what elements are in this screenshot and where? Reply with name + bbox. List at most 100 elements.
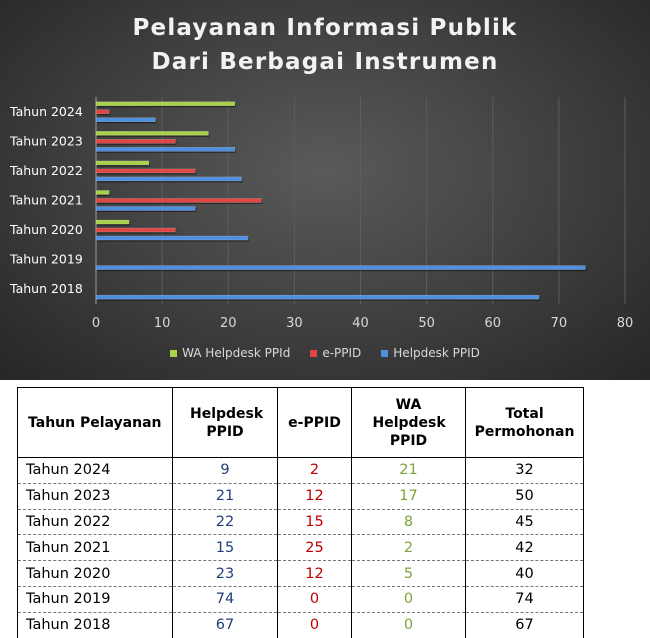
cell-year: Tahun 2024	[17, 457, 173, 484]
bar-helpdesk-ppid	[95, 176, 242, 182]
cell-wa: 17	[351, 483, 466, 510]
cell-helpdesk: 21	[172, 483, 278, 510]
cell-year: Tahun 2019	[17, 586, 173, 613]
bar-helpdesk-ppid	[95, 265, 586, 270]
x-tick-label: 30	[286, 316, 303, 331]
cell-year: Tahun 2021	[17, 534, 173, 562]
cell-total: 74	[465, 586, 584, 613]
bar-chart: 0 10 20 30 40 50 60 70 80 Tahun 2018 Tahun 2019 Tah…	[9, 97, 634, 331]
cell-total: 67	[465, 612, 584, 638]
bar-wa-helpdesk-ppid	[95, 131, 209, 136]
cell-eppid: 12	[277, 560, 352, 587]
x-tick-label: 70	[551, 316, 568, 331]
y-tick-label: Tahun 2018	[9, 281, 83, 296]
legend-swatch	[310, 349, 318, 357]
cell-eppid: 12	[277, 483, 352, 510]
bar-helpdesk-ppid	[95, 117, 156, 123]
table-row: Tahun 2019 74 0 0 74	[17, 586, 584, 613]
legend-label: e-PPID	[322, 346, 362, 360]
cell-wa: 21	[351, 457, 466, 484]
header-year: Tahun Pelayanan	[17, 387, 173, 458]
cell-year: Tahun 2022	[17, 509, 173, 536]
bar-helpdesk-ppid	[95, 206, 196, 211]
cell-helpdesk: 74	[172, 586, 278, 613]
header-total-text: Total Permohonan	[474, 405, 575, 440]
cell-wa: 0	[351, 612, 466, 638]
legend-swatch	[170, 349, 178, 357]
header-helpdesk: Helpdesk PPID	[172, 387, 278, 458]
table-row: Tahun 2022 22 15 8 45	[17, 509, 584, 536]
bar-helpdesk-ppid	[95, 147, 236, 152]
cell-wa: 2	[351, 534, 466, 562]
bar-e-ppid	[95, 227, 176, 233]
x-tick-label: 50	[418, 316, 435, 331]
cell-total: 40	[465, 560, 584, 587]
cell-wa: 0	[351, 586, 466, 613]
cell-eppid: 0	[277, 586, 352, 613]
cell-eppid: 25	[277, 534, 352, 562]
chart-title: Pelayanan Informasi Publik	[132, 15, 518, 41]
cell-eppid: 0	[277, 612, 352, 638]
bar-wa-helpdesk-ppid	[95, 219, 130, 225]
bar-helpdesk-ppid	[95, 294, 540, 300]
table-row: Tahun 2020 23 12 5 40	[17, 560, 584, 587]
cell-year: Tahun 2018	[17, 612, 173, 638]
cell-total: 50	[465, 483, 584, 510]
chart-subtitle: Dari Berbagai Instrumen	[151, 49, 499, 75]
table-body: Tahun 2024 9 2 21 32 Tahun 2023 21 12 17 50 Tahun …	[17, 457, 584, 638]
legend-swatch	[381, 349, 389, 357]
table-header-row: Tahun Pelayanan Helpdesk PPID e-PPID WA …	[17, 387, 584, 458]
x-tick-label: 60	[484, 316, 501, 331]
y-tick-label: Tahun 2020	[9, 222, 83, 237]
y-tick-label: Tahun 2019	[9, 252, 83, 267]
table-row: Tahun 2024 9 2 21 32	[17, 457, 584, 484]
cell-helpdesk: 9	[172, 457, 278, 484]
y-tick-label: Tahun 2024	[9, 104, 83, 119]
cell-total: 45	[465, 509, 584, 536]
cell-helpdesk: 22	[172, 509, 278, 536]
cell-helpdesk: 15	[172, 534, 278, 562]
y-tick-label: Tahun 2022	[9, 163, 83, 178]
bar-e-ppid	[95, 168, 196, 174]
legend-label: WA Helpdesk PPId	[182, 346, 291, 360]
bar-wa-helpdesk-ppid	[95, 101, 236, 107]
header-eppid: e-PPID	[277, 387, 352, 458]
bar-e-ppid	[95, 139, 176, 144]
x-tick-label: 20	[220, 316, 237, 331]
table-row: Tahun 2021 15 25 2 42	[17, 534, 584, 562]
table-row: Tahun 2023 21 12 17 50	[17, 483, 584, 510]
cell-wa: 5	[351, 560, 466, 587]
cell-wa: 8	[351, 509, 466, 536]
x-tick-label: 0	[92, 316, 100, 331]
header-total: Total Permohonan	[465, 387, 584, 458]
legend-item: e-PPID	[310, 346, 361, 360]
cell-helpdesk: 67	[172, 612, 278, 638]
bar-wa-helpdesk-ppid	[95, 190, 110, 195]
legend-item: Helpdesk PPID	[381, 346, 480, 360]
table-row: Tahun 2018 67 0 0 67	[17, 612, 584, 638]
bar-helpdesk-ppid	[95, 235, 249, 241]
bar-wa-helpdesk-ppid	[95, 160, 150, 166]
cell-eppid: 2	[277, 457, 352, 484]
chart-legend: WA Helpdesk PPId e-PPID Helpdesk PPID	[0, 346, 650, 360]
y-tick-label: Tahun 2021	[9, 193, 83, 208]
bar-e-ppid	[95, 198, 262, 203]
cell-eppid: 15	[277, 509, 352, 536]
legend-item: WA Helpdesk PPId	[170, 346, 290, 360]
bar-e-ppid	[95, 109, 110, 115]
cell-year: Tahun 2023	[17, 483, 173, 510]
data-table: Tahun Pelayanan Helpdesk PPID e-PPID WA …	[17, 387, 584, 638]
cell-total: 32	[465, 457, 584, 484]
cell-total: 42	[465, 534, 584, 562]
x-tick-label: 40	[352, 316, 369, 331]
header-wa-text: WA Helpdesk PPID	[372, 396, 446, 449]
y-tick-label: Tahun 2023	[9, 133, 83, 148]
x-tick-label: 10	[154, 316, 171, 331]
legend-label: Helpdesk PPID	[393, 346, 480, 360]
header-wa: WA Helpdesk PPID	[351, 387, 466, 458]
x-tick-label: 80	[617, 316, 634, 331]
cell-year: Tahun 2020	[17, 560, 173, 587]
cell-helpdesk: 23	[172, 560, 278, 587]
chart-panel: Pelayanan Informasi Publik Dari Berbagai…	[0, 0, 650, 380]
header-helpdesk-text: Helpdesk PPID	[190, 405, 264, 440]
